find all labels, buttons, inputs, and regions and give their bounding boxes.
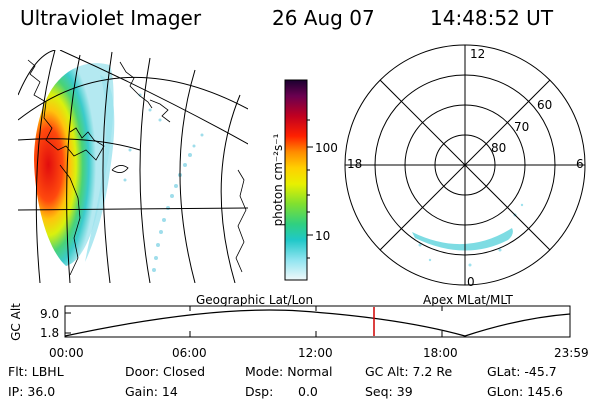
timeline-ytick-top: 9.0 [40,307,60,321]
polar-aurora-oval [412,228,513,251]
mlt-label-6: 6 [576,157,584,171]
time-label: 14:48:52 UT [430,6,554,30]
timeline-ytick-bottom: 1.8 [40,326,60,340]
colorbar-tick-10: 10 [315,229,331,243]
info-dsp-label: Dsp: [245,384,274,399]
info-ip: IP: 36.0 [8,384,56,399]
mlt-label-18: 18 [347,157,363,171]
timeline-xtick-4: 23:59 [554,346,589,360]
date-label: 26 Aug 07 [272,6,375,30]
info-gain: Gain: 14 [125,384,178,399]
timeline-xtick-3: 18:00 [423,346,458,360]
info-glon: GLon: 145.6 [487,384,563,399]
mlat-label-80: 80 [491,141,507,155]
geographic-map [18,50,248,283]
geographic-panel-label: Geographic Lat/Lon [196,293,314,307]
info-glat: GLat: -45.7 [487,364,557,379]
mlt-label-12: 12 [470,47,486,61]
info-dsp-value: 0.0 [298,384,318,399]
polar-plot [344,44,586,286]
altitude-timeline [64,305,571,338]
timeline-xtick-2: 12:00 [298,346,333,360]
mlat-label-60: 60 [537,98,553,112]
instrument-title: Ultraviolet Imager [20,6,202,30]
mlt-label-0: 0 [467,275,475,289]
altitude-curve [64,309,571,337]
info-seq: Seq: 39 [365,384,413,399]
info-mode: Mode: Normal [245,364,333,379]
info-gc-alt: GC Alt: 7.2 Re [365,364,453,379]
colorbar [284,79,308,281]
timeline-xtick-1: 06:00 [172,346,207,360]
info-door: Door: Closed [125,364,206,379]
aurora-emission [34,63,114,267]
colorbar-tick-100: 100 [315,141,338,155]
mlat-label-70: 70 [514,120,530,134]
timeline-ylabel: GC Alt [9,303,23,341]
timeline-xtick-0: 00:00 [49,346,84,360]
polar-panel-label: Apex MLat/MLT [423,293,513,307]
colorbar-unit-label: photon cm⁻²s⁻¹ [271,133,285,227]
colorbar-ticks [307,119,313,259]
info-filter: Flt: LBHL [8,364,64,379]
